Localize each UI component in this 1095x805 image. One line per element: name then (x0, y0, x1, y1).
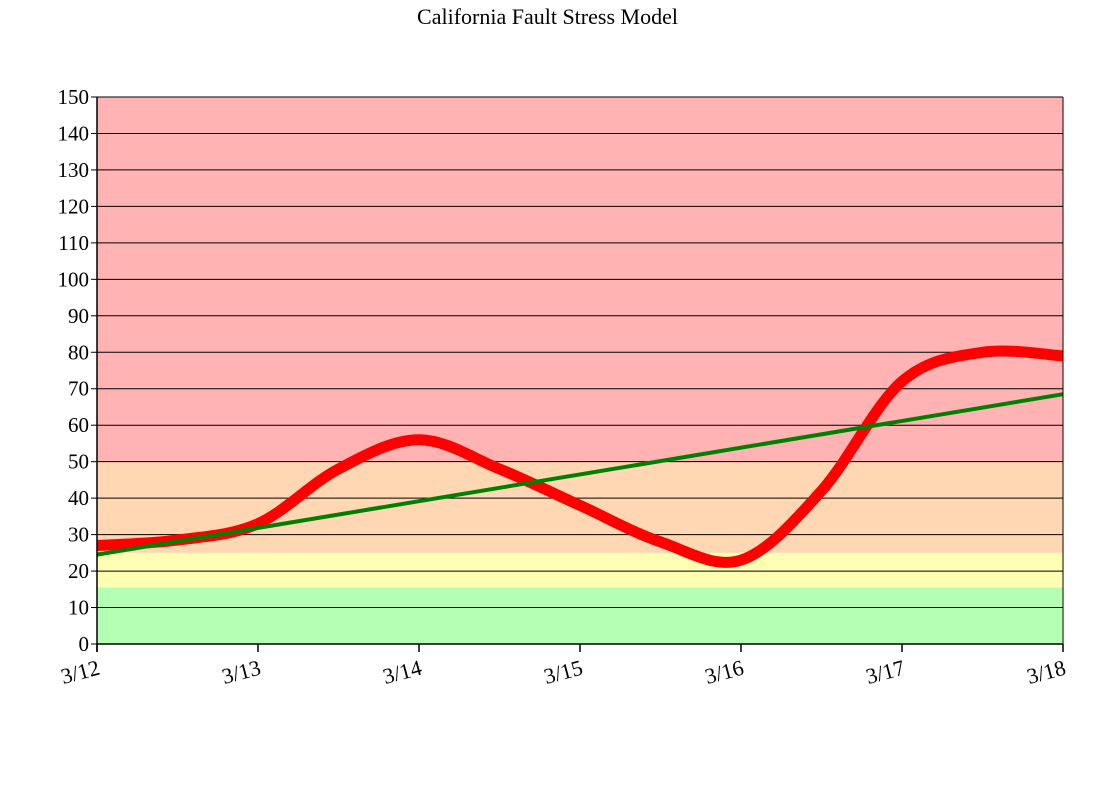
y-tick-label: 80 (68, 340, 89, 364)
y-tick-label: 50 (68, 450, 89, 474)
x-axis-ticks: 3/12 3/13 3/14 3/15 3/16 3/17 3/18 (58, 644, 1068, 689)
y-tick-label: 40 (68, 486, 89, 510)
x-tick-label: 3/12 (58, 655, 102, 689)
y-tick-label: 10 (68, 596, 89, 620)
y-tick-label: 150 (58, 85, 90, 109)
band-1 (97, 552, 1063, 588)
band-0 (97, 587, 1063, 644)
y-tick-label: 100 (58, 267, 90, 291)
y-axis-ticks: 0 10 20 30 40 50 60 70 80 90 100 110 120 130 140 150 (58, 85, 97, 656)
y-tick-label: 0 (79, 632, 90, 656)
series-group (96, 345, 1064, 568)
y-tick-label: 30 (68, 523, 89, 547)
chart-title: California Fault Stress Model (417, 4, 678, 29)
x-tick-label: 3/18 (1024, 655, 1068, 689)
x-tick-label: 3/16 (702, 655, 746, 689)
x-tick-label: 3/13 (219, 655, 263, 689)
y-tick-label: 20 (68, 559, 89, 583)
y-tick-label: 110 (58, 231, 89, 255)
y-tick-label: 130 (58, 158, 90, 182)
y-tick-label: 60 (68, 413, 89, 437)
series-line-stress (96, 345, 1064, 568)
y-tick-label: 120 (58, 194, 90, 218)
x-tick-label: 3/15 (541, 655, 585, 689)
y-tick-label: 70 (68, 377, 89, 401)
x-tick-label: 3/17 (863, 655, 907, 689)
series-line-trend (96, 392, 1064, 557)
y-tick-label: 140 (58, 121, 90, 145)
y-tick-label: 90 (68, 304, 89, 328)
x-tick-label: 3/14 (380, 655, 424, 689)
